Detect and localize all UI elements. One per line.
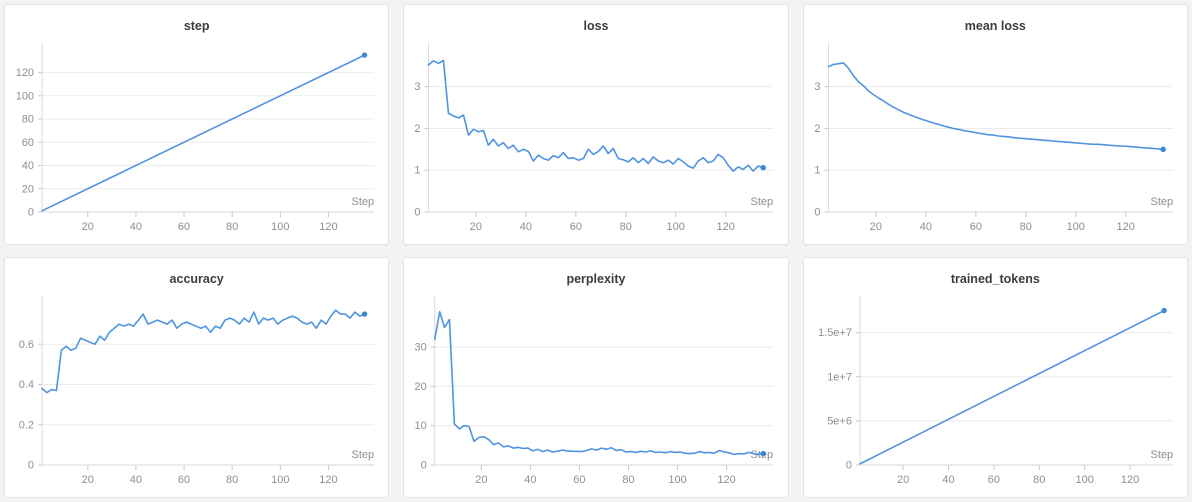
svg-text:0: 0 (846, 460, 852, 472)
svg-text:20: 20 (22, 183, 34, 195)
trained-tokens-line-chart[interactable]: 0 5e+6 1e+7 1.5e+7 20 40 60 80 100 120 Step (804, 290, 1187, 495)
svg-text:Step: Step (1150, 196, 1173, 208)
svg-text:100: 100 (16, 90, 34, 102)
chart-panel-perplexity: perplexity 010203020406080100120Step (403, 257, 789, 498)
svg-text:80: 80 (1019, 221, 1031, 233)
svg-text:120: 120 (717, 221, 735, 233)
svg-text:40: 40 (525, 474, 537, 486)
svg-text:1.5e+7: 1.5e+7 (818, 327, 852, 339)
svg-text:40: 40 (520, 221, 532, 233)
chart-title-loss: loss (583, 19, 609, 33)
svg-text:2: 2 (415, 123, 421, 135)
svg-text:120: 120 (718, 474, 736, 486)
chart-panel-mean-loss: mean loss 0 1 2 3 20 40 60 80 100 120 Step (802, 4, 1188, 245)
mean-loss-line-chart[interactable]: 0 1 2 3 20 40 60 80 100 120 Step (804, 37, 1187, 242)
svg-text:3: 3 (415, 81, 421, 93)
chart-title-mean-loss: mean loss (964, 19, 1026, 33)
svg-text:100: 100 (1066, 221, 1084, 233)
chart-title-accuracy: accuracy (169, 272, 224, 286)
loss-line-chart[interactable]: 0 1 2 3 20 40 60 80 100 120 Step (404, 37, 787, 242)
svg-text:40: 40 (130, 474, 142, 486)
svg-text:60: 60 (574, 474, 586, 486)
svg-text:0: 0 (421, 460, 427, 472)
svg-text:2: 2 (814, 123, 820, 135)
svg-text:120: 120 (1116, 221, 1134, 233)
svg-text:100: 100 (271, 474, 289, 486)
svg-text:10: 10 (415, 420, 427, 432)
svg-text:1: 1 (814, 165, 820, 177)
chart-panel-trained-tokens: trained_tokens 0 5e+6 1e+7 1.5e+7 20 40 60 80 10… (802, 257, 1188, 498)
chart-title-step: step (183, 19, 210, 33)
svg-text:0.6: 0.6 (19, 339, 34, 351)
svg-text:Step: Step (352, 196, 375, 208)
svg-text:1e+7: 1e+7 (827, 371, 852, 383)
svg-text:0: 0 (28, 460, 34, 472)
svg-text:60: 60 (570, 221, 582, 233)
svg-text:60: 60 (969, 221, 981, 233)
svg-text:40: 40 (942, 474, 954, 486)
svg-text:100: 100 (667, 221, 685, 233)
step-line-chart[interactable]: 0 20 40 60 80 100 120 20 40 60 80 100 120 Step (5, 37, 388, 242)
svg-text:20: 20 (476, 474, 488, 486)
svg-text:120: 120 (1121, 474, 1139, 486)
svg-text:40: 40 (130, 221, 142, 233)
svg-text:Step: Step (352, 449, 375, 461)
svg-text:20: 20 (897, 474, 909, 486)
chart-panel-accuracy: accuracy 0 0.2 0.4 0.6 20 40 60 80 100 120 Step (4, 257, 390, 498)
svg-text:80: 80 (623, 474, 635, 486)
chart-panel-step: step 0 20 40 60 80 100 120 20 40 60 80 100 120 Step (4, 4, 390, 245)
svg-text:Step: Step (1150, 449, 1173, 461)
svg-text:120: 120 (16, 67, 34, 79)
chart-title-trained-tokens: trained_tokens (950, 272, 1040, 286)
chart-title-perplexity: perplexity (566, 272, 626, 286)
svg-text:80: 80 (226, 474, 238, 486)
svg-text:20: 20 (470, 221, 482, 233)
svg-text:80: 80 (620, 221, 632, 233)
svg-text:60: 60 (987, 474, 999, 486)
svg-text:80: 80 (226, 221, 238, 233)
svg-text:100: 100 (271, 221, 289, 233)
svg-text:20: 20 (869, 221, 881, 233)
svg-text:120: 120 (319, 474, 337, 486)
svg-text:60: 60 (22, 137, 34, 149)
svg-text:60: 60 (178, 221, 190, 233)
svg-text:20: 20 (415, 381, 427, 393)
svg-text:0: 0 (28, 207, 34, 219)
svg-text:20: 20 (82, 221, 94, 233)
accuracy-line-chart[interactable]: 0 0.2 0.4 0.6 20 40 60 80 100 120 Step (5, 290, 388, 495)
svg-text:80: 80 (1033, 474, 1045, 486)
svg-text:120: 120 (319, 221, 337, 233)
svg-text:0.4: 0.4 (19, 379, 34, 391)
svg-text:0: 0 (814, 207, 820, 219)
svg-text:0.2: 0.2 (19, 419, 34, 431)
svg-text:80: 80 (22, 114, 34, 126)
svg-text:40: 40 (22, 160, 34, 172)
svg-text:Step: Step (751, 196, 774, 208)
svg-text:40: 40 (919, 221, 931, 233)
svg-text:100: 100 (669, 474, 687, 486)
svg-text:1: 1 (415, 165, 421, 177)
perplexity-line-chart[interactable]: 010203020406080100120Step (404, 290, 787, 495)
svg-text:30: 30 (415, 342, 427, 354)
svg-text:5e+6: 5e+6 (827, 415, 852, 427)
svg-text:60: 60 (178, 474, 190, 486)
svg-text:3: 3 (814, 81, 820, 93)
svg-text:0: 0 (415, 207, 421, 219)
svg-text:20: 20 (82, 474, 94, 486)
chart-panel-loss: loss 0 1 2 3 20 40 60 80 100 120 Step (403, 4, 789, 245)
svg-text:100: 100 (1075, 474, 1093, 486)
